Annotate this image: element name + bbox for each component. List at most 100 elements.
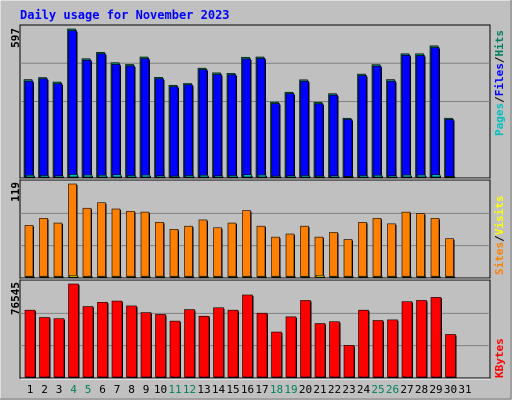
bar-visits-day-16: [242, 210, 251, 278]
bar-visits-day-9: [140, 211, 150, 278]
bar-sites-day-23: [344, 275, 354, 278]
bar-visits-day-29: [430, 218, 440, 278]
bar-visits-day-1: [24, 225, 34, 278]
bar-pages-day-11-shadow: [172, 177, 180, 178]
bar-kbytes-day-21: [314, 323, 326, 378]
bar-sites-day-14: [214, 275, 223, 278]
bar-kbytes-day-10: [155, 314, 166, 378]
bar-pages-day-1: [25, 174, 35, 178]
day-label-18: 18: [270, 383, 283, 396]
bar-kbytes-day-28: [416, 300, 427, 378]
bar-pages-day-30-shadow: [447, 177, 456, 178]
bar-files-day-28: [416, 55, 425, 178]
bar-sites-day-21: [315, 275, 325, 278]
bar-pages-day-20: [301, 175, 310, 178]
bar-kbytes-day-4: [68, 283, 79, 378]
bar-pages-day-30: [446, 175, 455, 178]
bar-kbytes-day-12: [184, 309, 195, 378]
bars: [23, 28, 457, 378]
legend-hits: Hits: [493, 30, 506, 57]
day-label-29: 29: [429, 383, 442, 396]
bar-kbytes-day-2: [39, 317, 50, 378]
bar-sites-day-22: [330, 275, 339, 278]
bar-kbytes-day-3: [53, 318, 65, 378]
bar-files-day-9: [140, 58, 150, 178]
bar-kbytes-day-25: [372, 320, 384, 378]
day-label-25: 25: [371, 383, 384, 396]
bar-pages-day-3: [54, 175, 64, 178]
bar-sites-day-9: [141, 275, 151, 278]
day-label-26: 26: [386, 383, 399, 396]
day-label-28: 28: [415, 383, 428, 396]
bar-sites-day-27: [402, 275, 412, 278]
bar-sites-day-1-shadow: [27, 277, 35, 278]
bar-sites-day-29: [431, 275, 441, 278]
bar-sites-day-16-shadow: [244, 277, 253, 278]
bar-sites-day-28: [417, 275, 426, 278]
bar-pages-day-23-shadow: [346, 177, 354, 178]
bar-visits-day-24: [358, 221, 367, 278]
bar-sites-day-11: [170, 275, 180, 278]
bar-pages-day-5: [83, 174, 93, 178]
bar-pages-day-24: [359, 175, 368, 178]
bar-visits-day-8: [126, 211, 135, 278]
bar-pages-day-18: [272, 175, 281, 178]
bar-pages-day-14: [214, 175, 223, 178]
bar-visits-day-14: [213, 227, 222, 278]
bar-files-day-3: [53, 83, 63, 178]
bar-pages-day-27: [402, 174, 412, 178]
bar-sites-day-7: [112, 275, 122, 278]
bar-sites-day-7-shadow: [114, 277, 122, 278]
day-label-19: 19: [284, 383, 297, 396]
bar-files-day-17: [256, 58, 266, 178]
bar-files-day-13: [198, 69, 208, 178]
bar-sites-day-10: [156, 275, 165, 278]
bar-pages-day-19: [286, 175, 296, 178]
bar-sites-day-8-shadow: [128, 277, 137, 278]
bar-kbytes-day-15: [227, 309, 239, 378]
bar-visits-day-12: [184, 225, 193, 278]
bar-sites-day-6: [98, 275, 107, 278]
day-label-11: 11: [168, 383, 181, 396]
bar-kbytes-day-26: [387, 319, 398, 378]
bar-visits-day-17: [256, 225, 266, 278]
bar-sites-day-24: [359, 275, 368, 278]
bar-sites-day-14-shadow: [215, 277, 224, 278]
legend-visits: Visits: [493, 196, 506, 236]
bar-sites-day-12-shadow: [186, 277, 195, 278]
bar-visits-day-21: [314, 236, 324, 278]
bar-visits-day-25: [372, 218, 382, 278]
day-label-14: 14: [212, 383, 226, 396]
bar-sites-day-3: [54, 275, 64, 278]
bar-pages-day-17: [257, 174, 267, 178]
day-label-3: 3: [56, 383, 63, 396]
bar-visits-day-20: [300, 225, 309, 278]
legend-kbytes: KBytes: [493, 338, 506, 378]
bar-sites-day-22-shadow: [331, 277, 340, 278]
day-label-8: 8: [128, 383, 135, 396]
bar-visits-day-13: [198, 219, 208, 278]
bar-sites-day-1: [25, 275, 35, 278]
bar-files-day-22: [329, 94, 338, 178]
bar-visits-day-2: [39, 218, 48, 278]
day-label-30: 30: [444, 383, 457, 396]
day-label-13: 13: [197, 383, 210, 396]
bar-kbytes-day-16: [242, 294, 253, 378]
chart-title: Daily usage for November 2023: [20, 8, 230, 22]
bar-visits-day-10: [155, 221, 164, 278]
bar-sites-day-19-shadow: [288, 277, 296, 278]
day-label-6: 6: [99, 383, 106, 396]
bar-kbytes-day-24: [358, 309, 369, 378]
bar-files-day-8: [126, 65, 135, 178]
bar-kbytes-day-19: [285, 316, 297, 378]
day-label-24: 24: [357, 383, 371, 396]
bar-visits-day-18: [271, 236, 280, 278]
bar-sites-day-20-shadow: [302, 277, 311, 278]
bar-files-day-25: [372, 65, 382, 178]
bar-visits-day-3: [53, 222, 63, 278]
bar-sites-day-12: [185, 275, 194, 278]
day-label-15: 15: [226, 383, 239, 396]
bar-kbytes-day-17: [256, 312, 268, 378]
bar-files-day-10: [155, 78, 164, 178]
bar-pages-day-19-shadow: [288, 176, 296, 178]
